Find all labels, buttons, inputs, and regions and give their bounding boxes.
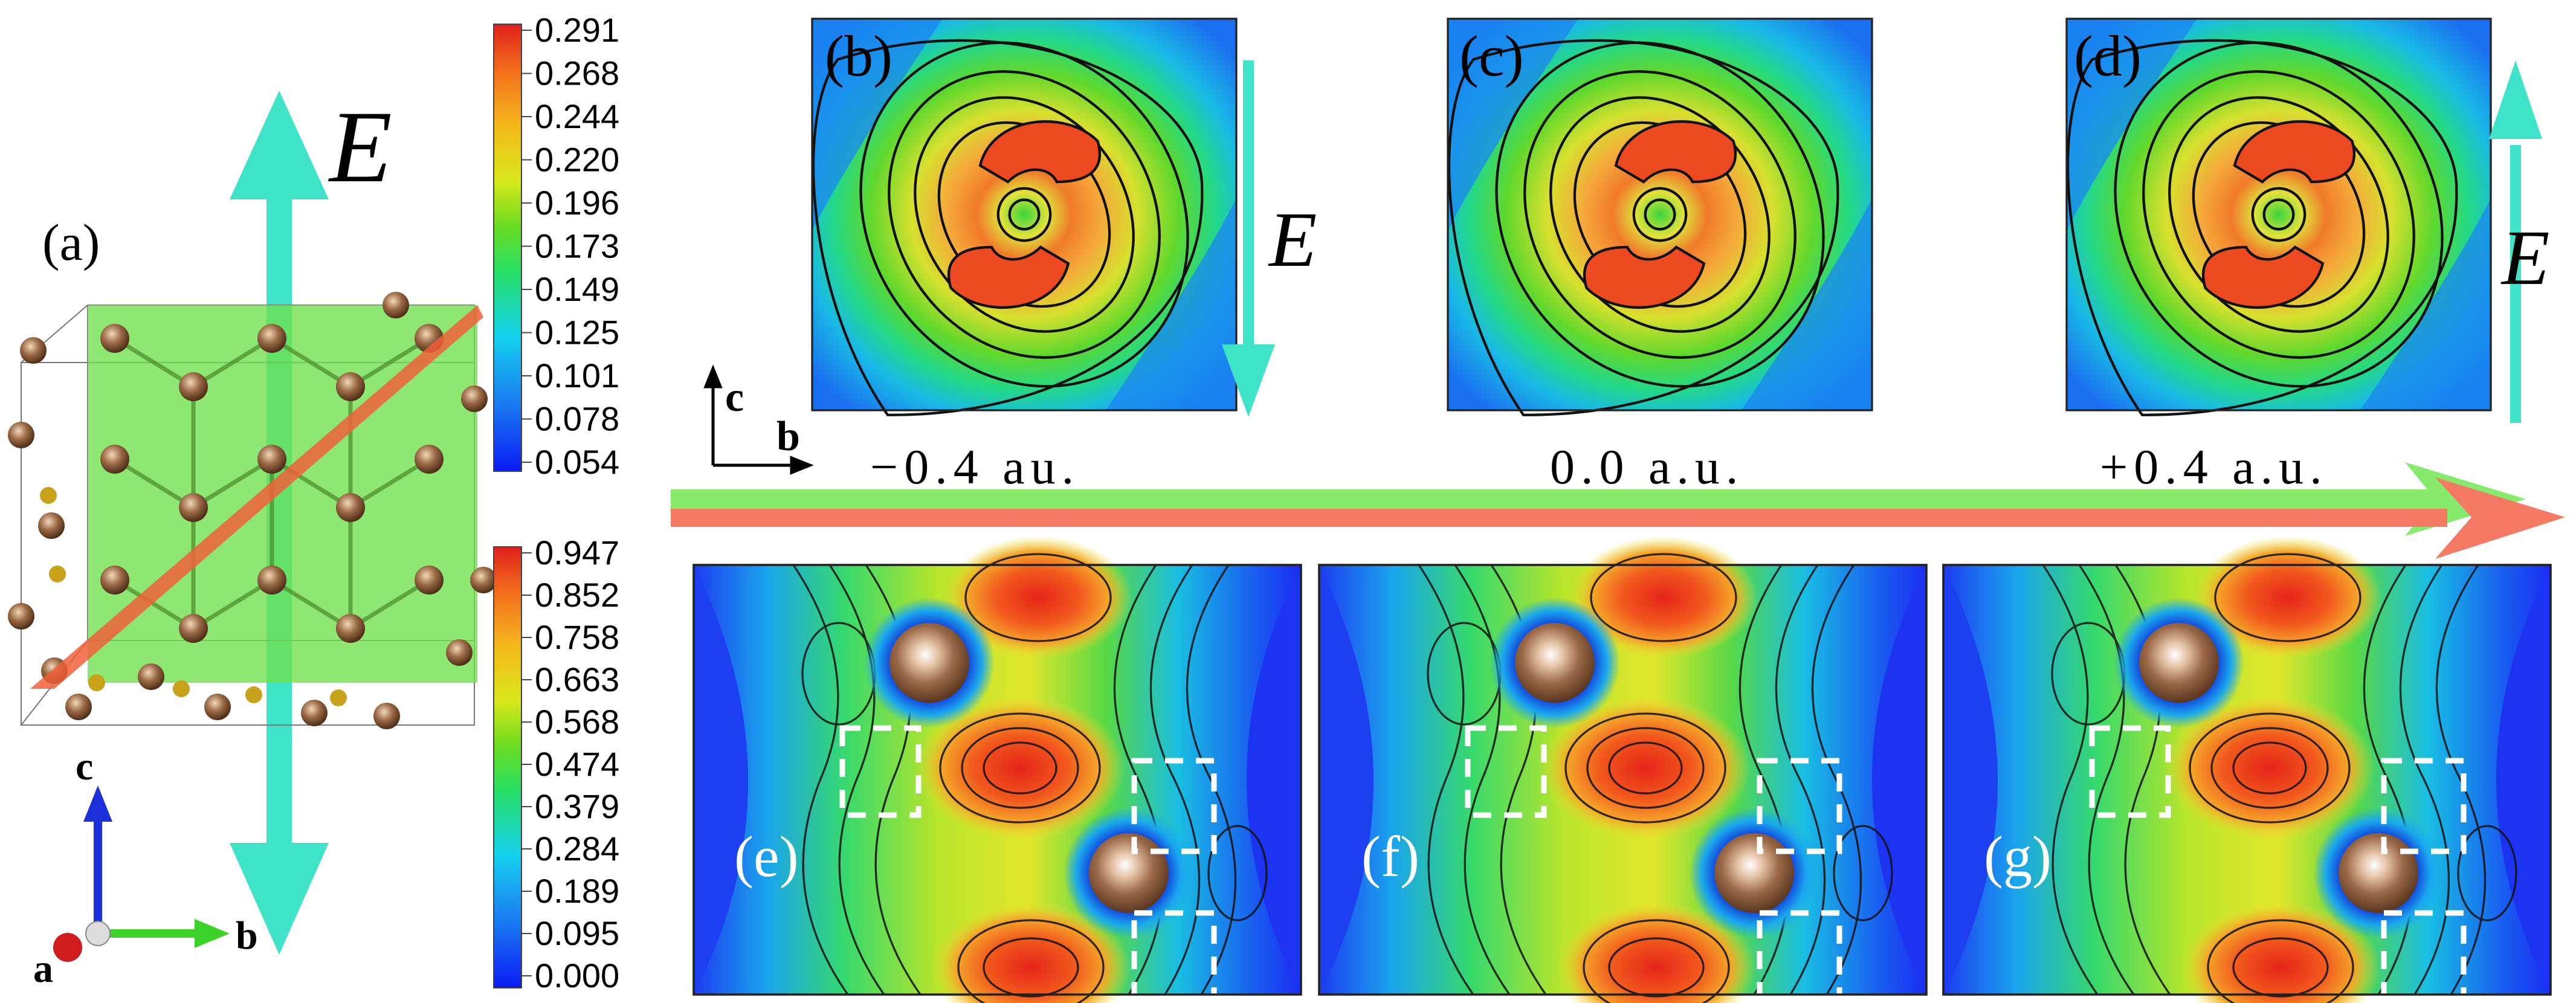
colorbar-tick-label: 0.095 [535, 914, 619, 952]
small-axis-c: c [725, 374, 744, 421]
colorbar-tick-label: 0.568 [535, 703, 619, 741]
axis-b-label: b [236, 914, 258, 958]
panel-f [1319, 536, 1926, 1003]
axes-triad [53, 785, 230, 962]
field-symbol-d: E [2500, 214, 2549, 302]
panel-label-b: (b) [825, 24, 893, 88]
colorbar-tick-label: 0.244 [535, 97, 619, 135]
field-symbol-b: E [1268, 196, 1317, 283]
red-plane [30, 305, 483, 689]
colorbar-tick-label: 0.078 [535, 400, 619, 438]
panel-label-e: (e) [734, 824, 799, 889]
field-value-zero: 0.0 a.u. [1550, 439, 1744, 494]
colorbar-tick-label: 0.379 [535, 787, 619, 825]
field-value-neg: −0.4 au. [870, 439, 1080, 494]
field-arrow-down-b [1222, 60, 1275, 417]
colorbar-tick-label: 0.758 [535, 618, 619, 656]
colorbar-tick-label: 0.291 [535, 11, 619, 49]
colorbar-tick-label: 0.101 [535, 356, 619, 395]
panel-label-a: (a) [42, 213, 100, 271]
panel-label-g: (g) [1984, 824, 2051, 889]
panel-label-d: (d) [2074, 24, 2142, 88]
colorbar-tick-label: 0.173 [535, 227, 619, 265]
colorbar-tick-label: 0.054 [535, 443, 619, 481]
field-value-pos: +0.4 a.u. [2100, 439, 2328, 494]
panel-label-f: (f) [1361, 824, 1419, 889]
field-symbol-a: E [328, 90, 392, 204]
colorbar-tick-label: 0.284 [535, 830, 619, 868]
colorbar-bottom: 0.947 0.852 0.758 0.663 0.568 0.474 0.379 0.284… [493, 534, 619, 995]
colorbar-tick-label: 0.125 [535, 314, 619, 352]
axis-c-label: c [76, 744, 93, 789]
panel-a: c b a (a) E [8, 90, 497, 991]
field-arrow-up-d [2489, 60, 2542, 423]
colorbar-tick-label: 0.852 [535, 576, 619, 614]
colorbar-tick-label: 0.149 [535, 270, 619, 308]
crystal-structure [8, 292, 497, 729]
panel-e [694, 536, 1301, 1003]
axis-a-label: a [33, 947, 53, 991]
colorbar-tick-label: 0.268 [535, 54, 619, 92]
field-sweep-arrows [671, 462, 2565, 559]
small-axes [703, 364, 814, 475]
colorbar-tick-label: 0.196 [535, 184, 619, 222]
panel-g [1943, 536, 2551, 1003]
colorbar-top: 0.291 0.268 0.244 0.220 0.196 0.173 0.149 0.125… [493, 11, 619, 481]
small-axis-b: b [776, 413, 800, 460]
colorbar-tick-label: 0.189 [535, 872, 619, 910]
colorbar-tick-label: 0.474 [535, 745, 619, 783]
colorbar-tick-label: 0.000 [535, 956, 619, 995]
colorbar-tick-label: 0.947 [535, 534, 619, 572]
colorbar-tick-label: 0.220 [535, 141, 619, 179]
panel-label-c: (c) [1459, 24, 1524, 88]
colorbar-tick-label: 0.663 [535, 660, 619, 698]
